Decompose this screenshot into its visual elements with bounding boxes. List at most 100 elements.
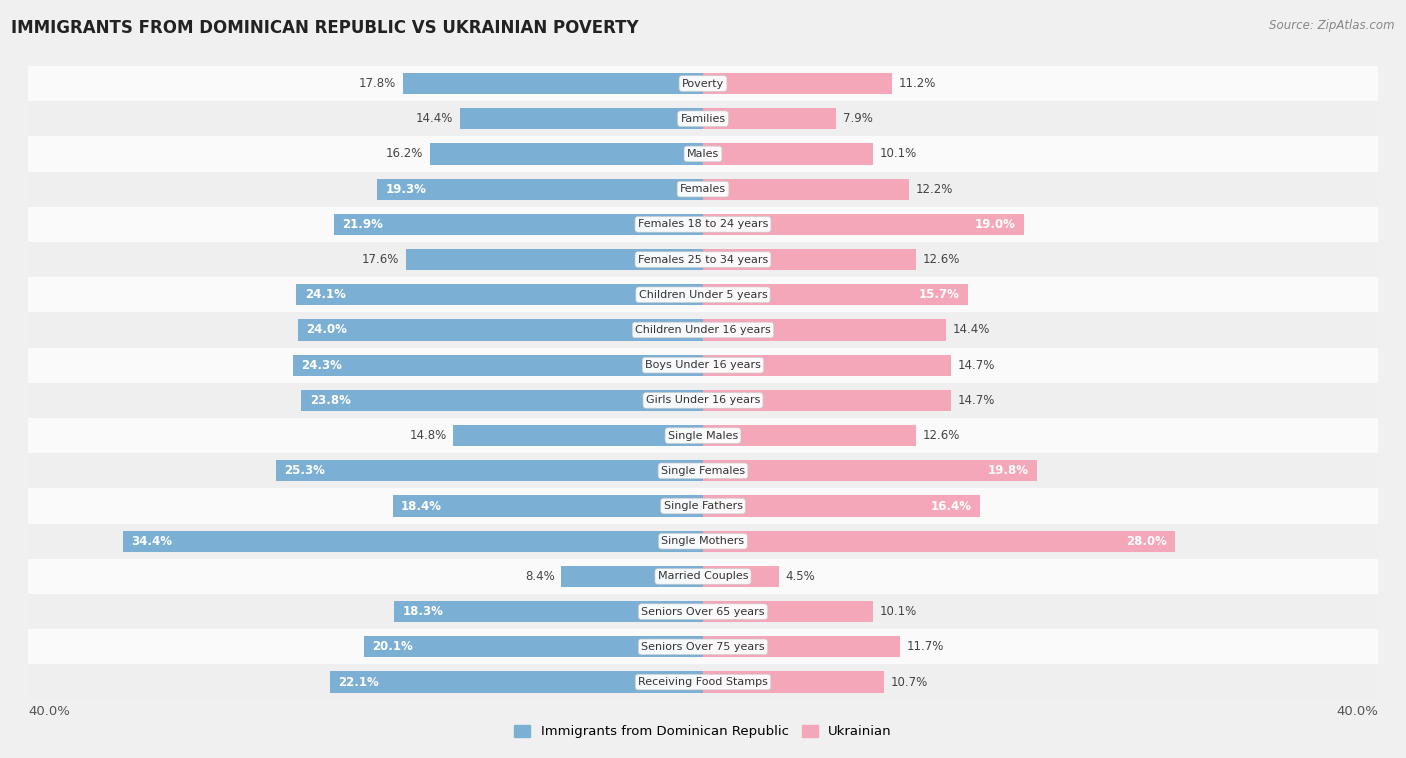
Bar [703, 179, 908, 199]
Bar [28, 136, 1378, 171]
Text: 15.7%: 15.7% [918, 288, 959, 301]
Text: 22.1%: 22.1% [339, 675, 380, 688]
Text: 10.1%: 10.1% [880, 148, 917, 161]
Bar [703, 460, 1038, 481]
Bar [703, 319, 946, 340]
Text: Single Fathers: Single Fathers [664, 501, 742, 511]
Bar [703, 496, 980, 517]
Bar [703, 143, 873, 164]
Bar [364, 636, 703, 657]
Text: Boys Under 16 years: Boys Under 16 years [645, 360, 761, 370]
Text: Seniors Over 75 years: Seniors Over 75 years [641, 642, 765, 652]
Bar [28, 383, 1378, 418]
Bar [28, 312, 1378, 348]
Text: 17.6%: 17.6% [361, 253, 399, 266]
Text: 17.8%: 17.8% [359, 77, 396, 90]
Bar [276, 460, 703, 481]
Text: 14.4%: 14.4% [416, 112, 453, 125]
Bar [330, 672, 703, 693]
Bar [28, 594, 1378, 629]
Text: 12.2%: 12.2% [915, 183, 953, 196]
Legend: Immigrants from Dominican Republic, Ukrainian: Immigrants from Dominican Republic, Ukra… [509, 719, 897, 744]
Bar [703, 601, 873, 622]
Bar [703, 108, 837, 130]
Bar [28, 171, 1378, 207]
Text: Poverty: Poverty [682, 79, 724, 89]
Text: Seniors Over 65 years: Seniors Over 65 years [641, 606, 765, 617]
Bar [122, 531, 703, 552]
Text: Receiving Food Stamps: Receiving Food Stamps [638, 677, 768, 687]
Text: 19.0%: 19.0% [974, 218, 1015, 231]
Bar [394, 601, 703, 622]
Bar [28, 66, 1378, 101]
Text: 23.8%: 23.8% [309, 394, 350, 407]
Bar [28, 665, 1378, 700]
Text: Source: ZipAtlas.com: Source: ZipAtlas.com [1270, 19, 1395, 32]
Text: Girls Under 16 years: Girls Under 16 years [645, 396, 761, 406]
Text: Single Mothers: Single Mothers [661, 536, 745, 547]
Bar [703, 672, 883, 693]
Bar [28, 453, 1378, 488]
Bar [292, 355, 703, 376]
Bar [28, 559, 1378, 594]
Bar [703, 390, 950, 411]
Text: 20.1%: 20.1% [373, 641, 413, 653]
Text: 10.7%: 10.7% [890, 675, 928, 688]
Text: 16.2%: 16.2% [385, 148, 423, 161]
Bar [703, 355, 950, 376]
Bar [703, 249, 915, 270]
Text: Females 25 to 34 years: Females 25 to 34 years [638, 255, 768, 265]
Text: 4.5%: 4.5% [786, 570, 815, 583]
Bar [297, 284, 703, 305]
Bar [28, 277, 1378, 312]
Bar [28, 101, 1378, 136]
Bar [28, 348, 1378, 383]
Text: Females: Females [681, 184, 725, 194]
Bar [406, 249, 703, 270]
Text: Children Under 16 years: Children Under 16 years [636, 325, 770, 335]
Text: 18.4%: 18.4% [401, 500, 441, 512]
Bar [377, 179, 703, 199]
Text: Males: Males [688, 149, 718, 159]
Text: 19.3%: 19.3% [385, 183, 426, 196]
Text: 8.4%: 8.4% [524, 570, 554, 583]
Bar [392, 496, 703, 517]
Bar [28, 418, 1378, 453]
Text: 14.4%: 14.4% [953, 324, 990, 337]
Text: 7.9%: 7.9% [844, 112, 873, 125]
Bar [28, 524, 1378, 559]
Bar [703, 636, 900, 657]
Text: 14.7%: 14.7% [957, 394, 995, 407]
Bar [301, 390, 703, 411]
Text: Single Females: Single Females [661, 466, 745, 476]
Bar [460, 108, 703, 130]
Text: 11.7%: 11.7% [907, 641, 945, 653]
Text: Children Under 5 years: Children Under 5 years [638, 290, 768, 299]
Text: 18.3%: 18.3% [402, 605, 443, 618]
Text: 28.0%: 28.0% [1126, 534, 1167, 548]
Text: 21.9%: 21.9% [342, 218, 382, 231]
Text: IMMIGRANTS FROM DOMINICAN REPUBLIC VS UKRAINIAN POVERTY: IMMIGRANTS FROM DOMINICAN REPUBLIC VS UK… [11, 19, 638, 37]
Text: 14.8%: 14.8% [409, 429, 447, 442]
Bar [703, 531, 1175, 552]
Text: 24.3%: 24.3% [301, 359, 342, 371]
Bar [298, 319, 703, 340]
Bar [703, 566, 779, 587]
Text: 25.3%: 25.3% [284, 465, 325, 478]
Text: Females 18 to 24 years: Females 18 to 24 years [638, 219, 768, 230]
Text: Families: Families [681, 114, 725, 124]
Text: 40.0%: 40.0% [28, 705, 70, 718]
Bar [453, 425, 703, 446]
Bar [703, 425, 915, 446]
Text: 11.2%: 11.2% [898, 77, 936, 90]
Bar [561, 566, 703, 587]
Bar [28, 242, 1378, 277]
Text: 12.6%: 12.6% [922, 429, 960, 442]
Text: 16.4%: 16.4% [931, 500, 972, 512]
Text: Married Couples: Married Couples [658, 572, 748, 581]
Text: Single Males: Single Males [668, 431, 738, 440]
Bar [28, 207, 1378, 242]
Text: 24.0%: 24.0% [307, 324, 347, 337]
Text: 19.8%: 19.8% [987, 465, 1029, 478]
Text: 34.4%: 34.4% [131, 534, 172, 548]
